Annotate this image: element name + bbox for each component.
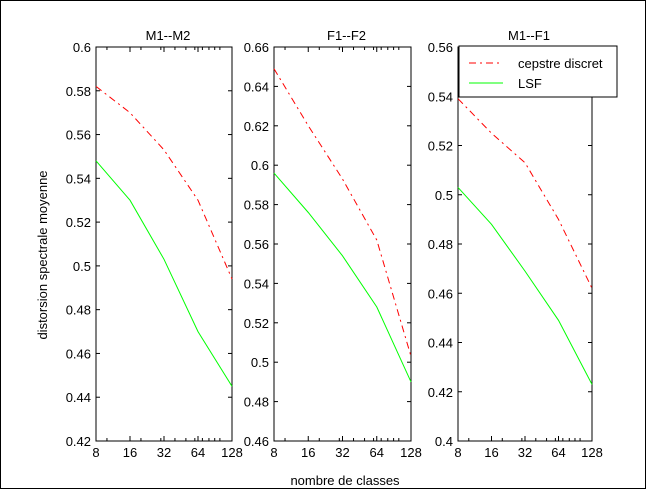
y-tick-label: 0.54 [428,89,453,104]
y-tick-label: 0.64 [244,79,269,94]
x-tick-label: 64 [191,445,205,460]
x-tick-label: 8 [270,445,277,460]
plot-frame [273,46,412,442]
y-tick-label: 0.54 [66,171,91,186]
y-tick-label: 0.46 [66,346,91,361]
y-tick-label: 0.52 [66,215,91,230]
x-tick-label: 16 [123,445,137,460]
y-tick-label: 0.5 [73,259,91,274]
y-tick-label: 0.5 [251,355,269,370]
y-tick-label: 0.52 [428,139,453,154]
y-axis-label: distorsion spectrale moyenne [35,170,50,339]
y-tick-label: 0.4 [435,434,453,449]
y-tick-label: 0.56 [244,237,269,252]
panel-title: F1--F2 [327,28,366,43]
series-line-cepstre-discret [273,68,412,357]
legend-label-cepstre: cepstre discret [518,56,603,71]
y-tick-label: 0.52 [244,316,269,331]
x-tick-label: 32 [518,445,532,460]
x-tick-label: 128 [221,445,243,460]
x-tick-label: 32 [157,445,171,460]
plot-frame [457,46,593,442]
panel-title: M1--M2 [146,28,191,43]
y-tick-label: 0.48 [428,237,453,252]
x-tick-label: 32 [335,445,349,460]
panel-title: M1--F1 [508,28,550,43]
plot-frame [95,46,233,442]
y-tick-label: 0.42 [66,434,91,449]
x-tick-label: 8 [92,445,99,460]
x-tick-label: 64 [551,445,565,460]
y-tick-label: 0.46 [244,434,269,449]
legend-box [458,45,618,98]
y-tick-label: 0.42 [428,385,453,400]
series-line-lsf [457,187,593,385]
x-tick-label: 16 [301,445,315,460]
y-tick-label: 0.6 [73,40,91,55]
y-tick-label: 0.56 [66,128,91,143]
x-tick-label: 64 [370,445,384,460]
x-tick-label: 16 [484,445,498,460]
x-tick-label: 128 [400,445,422,460]
panel-1: M1--M2 0.42 0.44 0.46 0.48 0.5 0.52 0.54 0.56 0.5… [66,28,243,460]
y-tick-label: 0.62 [244,119,269,134]
y-tick-label: 0.58 [244,198,269,213]
chart-panels: M1--M20.420.440.460.480.50.520.540.560.5… [66,28,603,460]
panel-3: M1--F1 0.4 0.42 0.44 0.46 0.48 0.5 0.52 0.54 0.56… [428,28,603,460]
y-tick-label: 0.58 [66,84,91,99]
y-tick-label: 0.46 [428,286,453,301]
y-tick-label: 0.44 [66,390,91,405]
series-line-lsf [273,172,412,383]
x-axis-label: nombre de classes [290,473,400,488]
y-tick-label: 0.48 [244,395,269,410]
series-line-cepstre-discret [95,86,233,280]
panel-2: F1--F2 0.46 0.48 0.5 0.52 0.54 0.56 0.58 0.6 0.62… [244,28,422,460]
legend-label-lsf: LSF [518,76,542,91]
series-line-lsf [95,160,233,387]
legend: cepstre discret LSF [458,45,618,98]
y-tick-label: 0.66 [244,40,269,55]
y-tick-label: 0.54 [244,276,269,291]
y-tick-label: 0.56 [428,40,453,55]
x-tick-label: 8 [454,445,461,460]
y-tick-label: 0.44 [428,336,453,351]
y-tick-label: 0.6 [251,158,269,173]
y-tick-label: 0.48 [66,303,91,318]
x-tick-label: 128 [581,445,603,460]
y-tick-label: 0.5 [435,188,453,203]
